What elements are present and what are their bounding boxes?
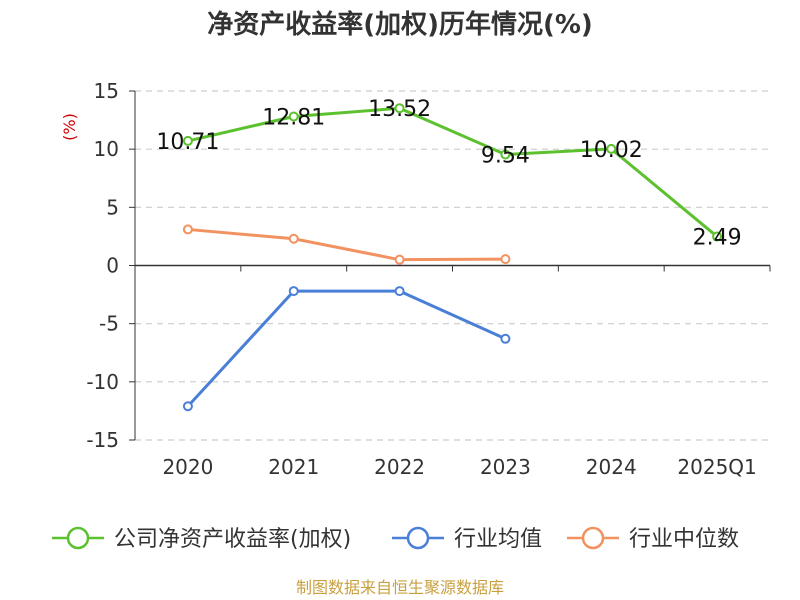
legend-label[interactable]: 行业均值 bbox=[454, 527, 542, 552]
data-point[interactable] bbox=[500, 333, 511, 344]
y-tick-label: -15 bbox=[86, 428, 119, 452]
data-label: 9.54 bbox=[481, 144, 530, 169]
axes: 15 10 5 0 -5 -10 -15 2020 2021 2022 2023 2024 2025Q1 bbox=[86, 79, 771, 479]
x-tick-label: 2023 bbox=[480, 455, 531, 479]
x-tick-label: 2025Q1 bbox=[677, 455, 756, 479]
data-point[interactable] bbox=[182, 224, 193, 235]
data-labels: 10.71 12.81 13.52 9.54 10.02 2.49 bbox=[156, 97, 741, 250]
x-tick-label: 2022 bbox=[374, 455, 425, 479]
x-tick-label: 2021 bbox=[268, 455, 319, 479]
y-tick-label: 15 bbox=[94, 79, 119, 103]
x-tick-label: 2020 bbox=[162, 455, 213, 479]
legend-label[interactable]: 公司净资产收益率(加权) bbox=[114, 527, 351, 552]
data-point[interactable] bbox=[500, 254, 511, 265]
data-point[interactable] bbox=[394, 254, 405, 265]
source-note: 制图数据来自恒生聚源数据库 bbox=[296, 578, 504, 597]
data-point[interactable] bbox=[182, 135, 193, 146]
data-point[interactable] bbox=[500, 149, 511, 160]
data-point[interactable] bbox=[288, 233, 299, 244]
data-point[interactable] bbox=[288, 286, 299, 297]
y-tick-label: -5 bbox=[99, 312, 119, 336]
y-tick-label: -10 bbox=[86, 370, 119, 394]
data-label: 13.52 bbox=[368, 97, 431, 122]
series-line bbox=[186, 289, 507, 408]
data-label: 10.02 bbox=[580, 138, 643, 163]
y-tick-label: 0 bbox=[106, 254, 119, 278]
data-label: 12.81 bbox=[262, 105, 325, 130]
data-label: 10.71 bbox=[156, 130, 219, 155]
data-point[interactable] bbox=[182, 401, 193, 412]
series-line bbox=[187, 227, 506, 262]
legend[interactable]: 公司净资产收益率(加权) 行业均值 行业中位数 bbox=[52, 526, 739, 552]
series-layer bbox=[182, 103, 723, 412]
legend-swatch-marker bbox=[406, 526, 430, 550]
grid bbox=[135, 90, 770, 441]
y-axis-label: (%) bbox=[60, 113, 79, 141]
chart-title: 净资产收益率(加权)历年情况(%) bbox=[207, 9, 593, 40]
legend-swatch-marker bbox=[66, 526, 90, 550]
legend-label[interactable]: 行业中位数 bbox=[629, 527, 739, 552]
legend-swatch-marker bbox=[581, 526, 605, 550]
data-point[interactable] bbox=[288, 111, 299, 122]
data-point[interactable] bbox=[394, 103, 405, 114]
y-tick-label: 10 bbox=[94, 137, 119, 161]
x-tick-label: 2024 bbox=[586, 455, 637, 479]
series-line bbox=[187, 106, 719, 238]
data-label: 2.49 bbox=[693, 226, 742, 251]
y-tick-label: 5 bbox=[106, 195, 119, 219]
data-point[interactable] bbox=[606, 143, 617, 154]
data-point[interactable] bbox=[712, 231, 723, 242]
data-point[interactable] bbox=[394, 286, 405, 297]
